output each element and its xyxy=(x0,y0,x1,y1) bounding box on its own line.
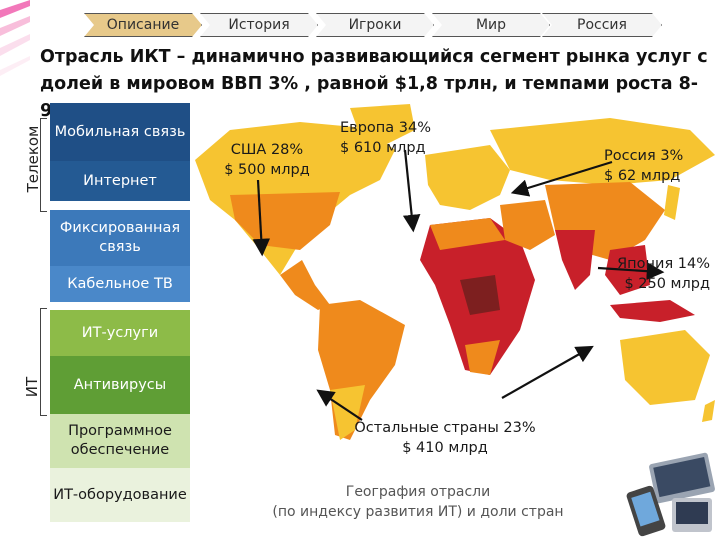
tab-history[interactable]: История xyxy=(200,13,318,37)
region-label-japan: Япония 14% $ 250 млрд xyxy=(600,254,710,294)
usa-region xyxy=(230,192,340,250)
europe-amount: $ 610 млрд xyxy=(340,140,426,156)
north-africa-region xyxy=(430,218,505,250)
arrow-russia xyxy=(510,160,613,197)
arrow-other-right xyxy=(501,345,594,399)
russia-region xyxy=(490,118,715,185)
other-share: Остальные страны 23% xyxy=(354,420,536,436)
map-caption: География отрасли (по индексу развития И… xyxy=(258,482,578,522)
region-label-usa: США 28% $ 500 млрд xyxy=(222,140,312,180)
segment-it-services: ИТ-услуги xyxy=(50,310,190,356)
caption-line-1: География отрасли xyxy=(345,484,491,500)
central-america-region xyxy=(280,260,330,310)
caption-line-2: (по индексу развития ИТ) и доли стран xyxy=(272,504,564,520)
segment-mobile: Мобильная связь xyxy=(50,103,190,161)
segment-antivirus: Антивирусы xyxy=(50,356,190,414)
japan-amount: $ 250 млрд xyxy=(624,276,710,292)
south-africa-region xyxy=(465,340,500,375)
segment-cable-tv: Кабельное ТВ xyxy=(50,266,190,302)
europe-region xyxy=(425,145,510,210)
arrow-europe xyxy=(402,149,421,233)
usa-share: США 28% xyxy=(230,142,304,158)
arrow-other-left xyxy=(316,389,363,421)
segment-it-hardware: ИТ-оборудование xyxy=(50,468,190,522)
region-label-europe: Европа 34% $ 610 млрд xyxy=(340,118,440,158)
region-label-other: Остальные страны 23% $ 410 млрд xyxy=(340,418,550,458)
devices-illustration xyxy=(626,452,715,537)
europe-share: Европа 34% xyxy=(340,120,431,136)
tab-players[interactable]: Игроки xyxy=(316,13,434,37)
it-bracket xyxy=(40,308,47,416)
other-amount: $ 410 млрд xyxy=(402,440,488,456)
south-america-south xyxy=(330,385,365,440)
russia-amount: $ 62 млрд xyxy=(604,168,681,184)
arrow-usa xyxy=(252,179,271,257)
south-asia-region xyxy=(555,230,595,290)
russia-share: Россия 3% xyxy=(604,148,684,164)
section-nav: Описание История Игроки Мир Россия xyxy=(84,13,664,35)
usa-amount: $ 500 млрд xyxy=(224,162,310,178)
title-line-1: Отрасль ИКТ – динамично развивающийся се… xyxy=(40,47,708,67)
tab-russia[interactable]: Россия xyxy=(542,13,662,37)
decorative-stripes xyxy=(0,0,30,76)
japan-region xyxy=(664,185,680,220)
central-africa-dark xyxy=(460,275,500,315)
japan-share: Япония 14% xyxy=(617,256,710,272)
segment-fixed: Фиксированная связь xyxy=(50,210,190,266)
telecom-bracket xyxy=(40,118,47,212)
middle-east-region xyxy=(500,200,555,250)
tab-description[interactable]: Описание xyxy=(84,13,202,37)
arrow-japan xyxy=(597,262,665,280)
world-map xyxy=(195,104,715,440)
indonesia-region xyxy=(610,300,695,322)
new-zealand-region xyxy=(702,400,715,422)
segment-internet: Интернет xyxy=(50,161,190,201)
segment-software: Программное обеспечение xyxy=(50,414,190,468)
australia-region xyxy=(620,330,710,405)
region-label-russia: Россия 3% $ 62 млрд xyxy=(604,146,704,186)
greenland-region xyxy=(350,104,415,145)
